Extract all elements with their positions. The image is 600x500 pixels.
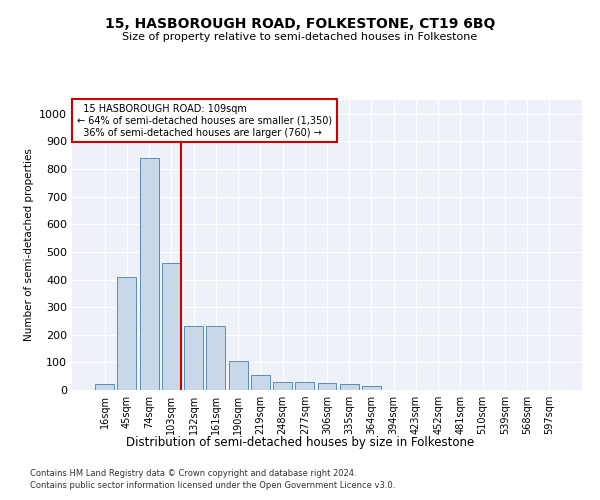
Text: 15, HASBOROUGH ROAD, FOLKESTONE, CT19 6BQ: 15, HASBOROUGH ROAD, FOLKESTONE, CT19 6B…: [105, 18, 495, 32]
Bar: [206, 326, 225, 390]
Bar: [140, 158, 158, 390]
Bar: [273, 382, 292, 390]
Bar: [362, 386, 381, 390]
Bar: [118, 277, 136, 390]
Bar: [251, 375, 270, 390]
Text: Distribution of semi-detached houses by size in Folkestone: Distribution of semi-detached houses by …: [126, 436, 474, 449]
Bar: [95, 384, 114, 390]
Bar: [317, 383, 337, 390]
Text: Contains public sector information licensed under the Open Government Licence v3: Contains public sector information licen…: [30, 481, 395, 490]
Bar: [295, 382, 314, 390]
Text: Contains HM Land Registry data © Crown copyright and database right 2024.: Contains HM Land Registry data © Crown c…: [30, 468, 356, 477]
Bar: [162, 263, 181, 390]
Text: Size of property relative to semi-detached houses in Folkestone: Size of property relative to semi-detach…: [122, 32, 478, 42]
Bar: [340, 384, 359, 390]
Bar: [229, 361, 248, 390]
Bar: [184, 326, 203, 390]
Y-axis label: Number of semi-detached properties: Number of semi-detached properties: [23, 148, 34, 342]
Text: 15 HASBOROUGH ROAD: 109sqm
← 64% of semi-detached houses are smaller (1,350)
  3: 15 HASBOROUGH ROAD: 109sqm ← 64% of semi…: [77, 104, 332, 138]
